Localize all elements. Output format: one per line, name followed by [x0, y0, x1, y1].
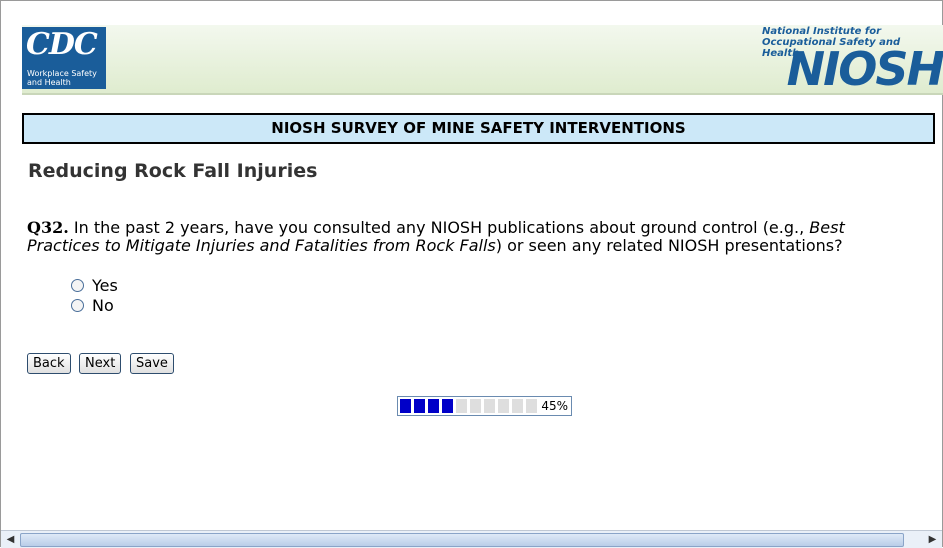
- question-number: Q32.: [27, 218, 69, 237]
- progress-segment: [414, 399, 425, 413]
- next-button[interactable]: Next: [79, 353, 122, 374]
- banner: CDC Workplace Safety and Health National…: [22, 25, 943, 95]
- progress-segment: [442, 399, 453, 413]
- progress-segment: [498, 399, 509, 413]
- progress-segment: [456, 399, 467, 413]
- cdc-logo[interactable]: CDC Workplace Safety and Health: [22, 27, 106, 89]
- scroll-right[interactable]: ▶: [928, 534, 937, 545]
- question: Q32. In the past 2 years, have you consu…: [27, 219, 907, 255]
- scroll-left[interactable]: ◀: [6, 534, 15, 545]
- progress-segment: [400, 399, 411, 413]
- niosh-full-name: National Institute for Occupational Safe…: [762, 26, 901, 59]
- radio-button[interactable]: [71, 279, 84, 292]
- save-button[interactable]: Save: [130, 353, 174, 374]
- option[interactable]: No: [71, 296, 114, 315]
- option-label[interactable]: No: [92, 296, 114, 315]
- progress-segment: [470, 399, 481, 413]
- option[interactable]: Yes: [71, 276, 118, 295]
- progress-segment: [512, 399, 523, 413]
- radio-button[interactable]: [71, 299, 84, 312]
- progress-bar: 45%: [397, 396, 572, 416]
- progress-segment: [484, 399, 495, 413]
- survey-title: NIOSH SURVEY OF MINE SAFETY INTERVENTION…: [22, 113, 935, 144]
- progress-segment: [526, 399, 537, 413]
- scroll-thumb[interactable]: [20, 533, 904, 547]
- option-label[interactable]: Yes: [92, 276, 118, 295]
- section-heading: Reducing Rock Fall Injuries: [28, 160, 318, 182]
- cdc-tagline: Workplace Safety and Health: [27, 69, 97, 87]
- cdc-logo-text: CDC: [26, 27, 98, 62]
- niosh-logo[interactable]: NIOSH: [786, 42, 943, 96]
- publication-title: Best Practices to Mitigate Injuries and …: [27, 218, 845, 255]
- question-text: ) or seen any related NIOSH presentation…: [495, 236, 843, 255]
- progress-segment: [428, 399, 439, 413]
- back-button[interactable]: Back: [27, 353, 71, 374]
- progress-label: 45%: [541, 399, 568, 413]
- horizontal-scrollbar[interactable]: ◀ ▶: [1, 530, 942, 548]
- question-text: In the past 2 years, have you consulted …: [73, 218, 805, 237]
